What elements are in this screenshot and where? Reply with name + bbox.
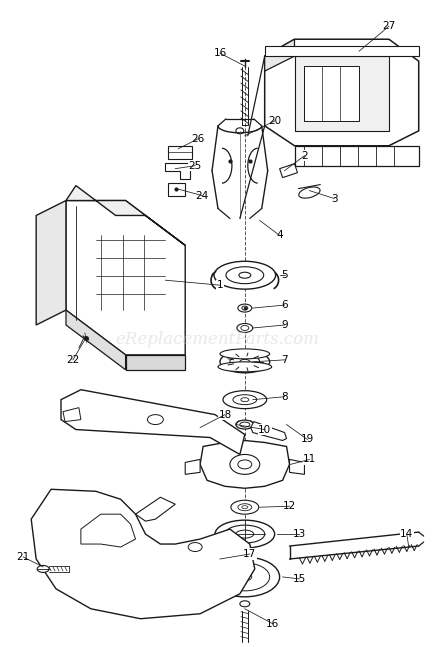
- Polygon shape: [294, 56, 388, 131]
- Polygon shape: [304, 66, 358, 121]
- Text: 17: 17: [243, 549, 256, 559]
- Text: 15: 15: [292, 574, 306, 584]
- Text: 26: 26: [191, 134, 204, 144]
- Ellipse shape: [241, 506, 247, 509]
- Polygon shape: [125, 355, 185, 370]
- Ellipse shape: [238, 272, 250, 278]
- Polygon shape: [165, 162, 190, 179]
- Ellipse shape: [232, 395, 256, 404]
- Ellipse shape: [214, 520, 274, 548]
- Ellipse shape: [220, 563, 269, 591]
- Ellipse shape: [220, 349, 269, 359]
- Text: 10: 10: [257, 424, 271, 435]
- Text: 16: 16: [213, 48, 226, 58]
- Polygon shape: [66, 310, 125, 370]
- Polygon shape: [185, 459, 200, 474]
- Text: 19: 19: [300, 435, 313, 444]
- Ellipse shape: [188, 543, 202, 551]
- Text: 11: 11: [302, 454, 316, 465]
- Ellipse shape: [147, 415, 163, 424]
- Polygon shape: [66, 186, 185, 245]
- Polygon shape: [279, 164, 297, 178]
- Text: 13: 13: [292, 529, 306, 539]
- Ellipse shape: [230, 500, 258, 514]
- Ellipse shape: [235, 530, 253, 538]
- Polygon shape: [36, 201, 66, 325]
- Polygon shape: [200, 441, 289, 488]
- Polygon shape: [63, 408, 81, 422]
- Text: 22: 22: [66, 355, 79, 365]
- Text: 4: 4: [276, 230, 282, 241]
- Ellipse shape: [223, 391, 266, 409]
- Ellipse shape: [237, 304, 251, 312]
- Text: 16: 16: [266, 619, 279, 629]
- Polygon shape: [81, 514, 135, 547]
- Text: 7: 7: [281, 355, 287, 365]
- Text: 2: 2: [300, 151, 307, 160]
- Text: 1: 1: [216, 280, 223, 290]
- Polygon shape: [168, 146, 192, 159]
- Text: 5: 5: [281, 270, 287, 280]
- Ellipse shape: [230, 355, 259, 369]
- Ellipse shape: [214, 261, 275, 289]
- Polygon shape: [31, 489, 254, 619]
- Text: 14: 14: [399, 529, 412, 539]
- Polygon shape: [250, 422, 286, 441]
- Polygon shape: [264, 46, 418, 56]
- Polygon shape: [294, 146, 418, 166]
- Ellipse shape: [230, 454, 259, 474]
- Text: 21: 21: [16, 552, 30, 562]
- Polygon shape: [135, 498, 175, 521]
- Text: 12: 12: [282, 501, 296, 511]
- Text: 27: 27: [381, 21, 395, 31]
- Ellipse shape: [240, 398, 248, 402]
- Text: 8: 8: [281, 391, 287, 402]
- Text: 6: 6: [281, 300, 287, 310]
- Ellipse shape: [220, 351, 269, 373]
- Ellipse shape: [239, 601, 249, 607]
- Ellipse shape: [239, 422, 249, 427]
- Polygon shape: [264, 39, 418, 146]
- Ellipse shape: [37, 565, 49, 573]
- Polygon shape: [264, 39, 294, 71]
- Ellipse shape: [225, 267, 263, 283]
- Ellipse shape: [210, 557, 279, 597]
- Text: 3: 3: [330, 193, 337, 204]
- Ellipse shape: [241, 306, 247, 310]
- Ellipse shape: [235, 420, 253, 429]
- Polygon shape: [168, 182, 185, 195]
- Text: 24: 24: [195, 191, 208, 201]
- Ellipse shape: [237, 504, 251, 510]
- Text: 18: 18: [218, 410, 231, 420]
- Ellipse shape: [239, 359, 249, 364]
- Text: 20: 20: [267, 116, 280, 126]
- Ellipse shape: [298, 187, 319, 198]
- Text: 9: 9: [281, 320, 287, 330]
- Polygon shape: [289, 459, 304, 474]
- Text: eReplacementParts.com: eReplacementParts.com: [115, 331, 318, 349]
- Ellipse shape: [237, 573, 251, 581]
- Text: 25: 25: [188, 160, 201, 171]
- Ellipse shape: [237, 324, 252, 333]
- Polygon shape: [61, 389, 244, 454]
- Ellipse shape: [224, 525, 264, 543]
- Ellipse shape: [237, 460, 251, 469]
- Ellipse shape: [240, 325, 248, 331]
- Polygon shape: [66, 201, 185, 355]
- Ellipse shape: [217, 362, 271, 372]
